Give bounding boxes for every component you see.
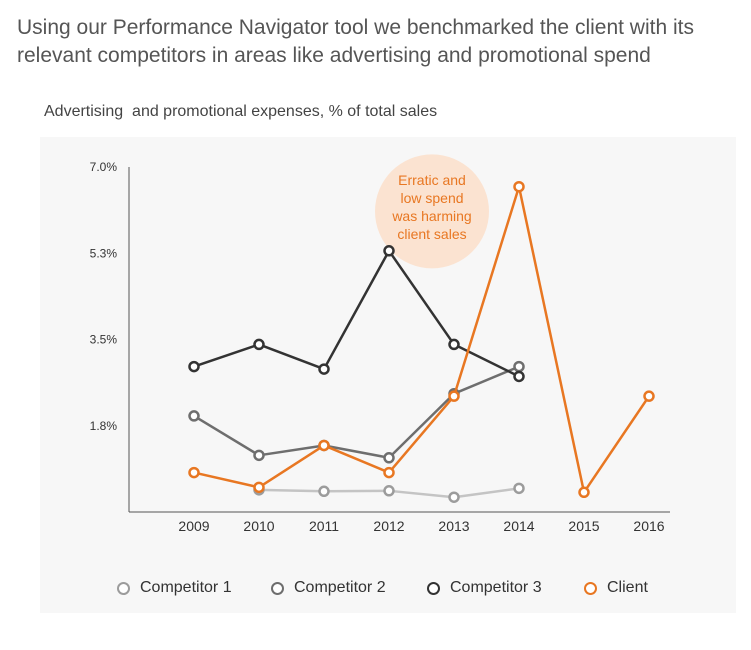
series-competitor-3 (188, 245, 525, 383)
data-point-competitor-1 (513, 482, 525, 495)
data-point-competitor-3 (318, 363, 330, 375)
x-tick-label: 2012 (373, 518, 404, 534)
data-point-client (253, 481, 265, 494)
data-point-competitor-3 (513, 370, 525, 383)
legend-label-client: Client (607, 579, 648, 596)
y-tick-label: 7.0% (90, 160, 118, 174)
legend-marker-competitor-1 (117, 581, 130, 595)
legend-item-client: Client (584, 576, 648, 600)
legend-item-competitor-2: Competitor 2 (271, 576, 386, 600)
series-line-client (193, 185, 651, 494)
x-tick-label: 2013 (438, 518, 469, 534)
data-point-competitor-2 (383, 452, 395, 464)
legend-label-competitor-1: Competitor 1 (140, 579, 232, 596)
data-point-competitor-2 (253, 449, 265, 462)
series-line-competitor-3 (193, 249, 520, 378)
data-point-competitor-1 (383, 485, 395, 497)
y-tick-label: 5.3% (90, 246, 118, 260)
data-point-client (188, 466, 200, 479)
legend-marker-client (584, 581, 597, 595)
series-lines (188, 180, 655, 503)
legend-marker-competitor-3 (427, 581, 440, 595)
data-point-competitor-1 (318, 485, 330, 498)
x-tick-label: 2015 (568, 518, 599, 534)
data-point-competitor-3 (448, 338, 460, 351)
data-point-client (513, 180, 525, 193)
annotation-bubble-group (375, 154, 489, 269)
x-tick-label: 2014 (503, 518, 534, 534)
legend-item-competitor-1: Competitor 1 (117, 576, 232, 600)
data-point-client (578, 486, 590, 499)
data-point-competitor-3 (253, 338, 265, 351)
axes: 1.8% 3.5% 5.3% 7.0% 2009 2010 2011 2012 2013 2014… (90, 160, 670, 534)
data-point-competitor-1 (448, 491, 460, 503)
data-point-competitor-3 (383, 245, 395, 257)
x-tick-label: 2016 (633, 518, 664, 534)
series-client (188, 180, 655, 499)
data-point-client (318, 439, 330, 452)
data-point-client (383, 466, 395, 479)
legend-label-competitor-3: Competitor 3 (450, 579, 542, 596)
x-tick-label: 2010 (243, 518, 274, 534)
series-line-competitor-2 (193, 365, 520, 460)
data-point-competitor-3 (188, 360, 200, 373)
y-tick-label: 3.5% (90, 333, 118, 347)
chart-title: Advertising and promotional expenses, % … (44, 103, 438, 120)
x-tick-label: 2011 (309, 518, 339, 534)
legend-item-competitor-3: Competitor 3 (427, 576, 542, 600)
series-competitor-2 (188, 360, 525, 464)
data-point-competitor-2 (513, 360, 525, 373)
x-tick-label: 2009 (178, 518, 209, 534)
series-competitor-1 (253, 482, 525, 503)
data-point-client (643, 390, 655, 402)
data-point-client (448, 390, 460, 402)
legend-marker-competitor-2 (271, 581, 284, 595)
data-point-competitor-2 (188, 410, 200, 422)
annotation-bubble (375, 154, 489, 269)
y-tick-label: 1.8% (90, 419, 118, 433)
headline: Using our Performance Navigator tool we … (17, 16, 694, 67)
legend-label-competitor-2: Competitor 2 (294, 579, 386, 596)
legend: Competitor 1 Competitor 2 Competitor 3 C… (40, 576, 736, 600)
